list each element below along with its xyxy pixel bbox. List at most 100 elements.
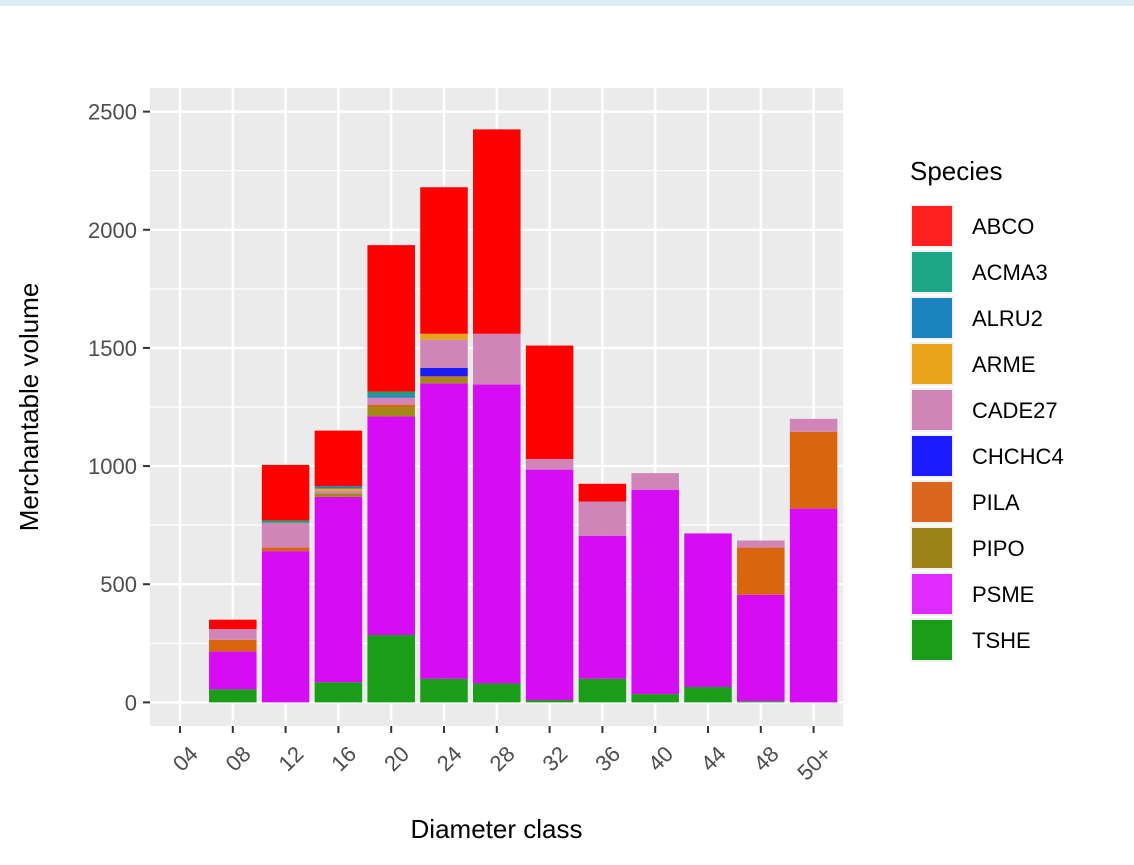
bar-segment-tshe-16 — [314, 682, 363, 703]
bar-segment-pipo-20 — [367, 407, 415, 417]
bar-segment-cade27-24 — [420, 339, 468, 369]
x-tick-label: 04 — [168, 741, 203, 776]
y-tick-label: 2000 — [88, 218, 137, 243]
bar-segment-alru2-16 — [314, 486, 363, 489]
bar-segment-cade27-50plus — [789, 418, 838, 432]
x-tick-label: 40 — [643, 741, 678, 776]
bar-segment-tshe-48 — [737, 701, 785, 703]
legend-swatch-arme — [912, 344, 952, 384]
y-tick-label: 1500 — [88, 336, 137, 361]
legend-swatch-acma3 — [912, 252, 952, 292]
bar-segment-tshe-32 — [525, 700, 574, 703]
x-tick-label: 48 — [749, 741, 784, 776]
bar-segment-psme-12 — [261, 551, 310, 703]
bar-segment-tshe-44 — [684, 687, 732, 703]
bar-segment-psme-40 — [631, 489, 679, 695]
legend-swatch-pipo — [912, 528, 952, 568]
bar-segment-psme-36 — [578, 535, 627, 679]
bar-segment-pila-20 — [367, 404, 415, 407]
bar-segment-psme-50plus — [789, 508, 838, 703]
x-tick-label: 44 — [696, 741, 731, 776]
y-tick-label: 0 — [125, 690, 137, 715]
legend-label-chchc4: CHCHC4 — [972, 444, 1064, 469]
legend-label-tshe: TSHE — [972, 628, 1031, 653]
bar-segment-abco-24 — [420, 187, 468, 334]
bar-segment-tshe-28 — [473, 683, 521, 703]
bar-segment-cade27-32 — [525, 458, 574, 470]
x-tick-label: 12 — [273, 741, 308, 776]
bar-segment-acma3-12 — [261, 520, 310, 523]
legend-swatch-abco — [912, 206, 952, 246]
bar-segment-psme-16 — [314, 496, 363, 683]
bar-segment-cade27-40 — [631, 473, 679, 490]
y-tick-label: 1000 — [88, 454, 137, 479]
bar-segment-psme-48 — [737, 594, 785, 702]
legend-swatch-alru2 — [912, 298, 952, 338]
legend-swatch-tshe — [912, 620, 952, 660]
legend-swatch-psme — [912, 574, 952, 614]
bar-segment-alru2-20 — [367, 395, 415, 398]
bar-segment-abco-16 — [314, 430, 363, 487]
bar-segment-cade27-20 — [367, 397, 415, 405]
bar-segment-psme-20 — [367, 416, 415, 636]
x-tick-label: 50+ — [792, 741, 836, 785]
bar-segment-cade27-36 — [578, 501, 627, 536]
x-tick-label: 32 — [537, 741, 572, 776]
x-tick-label: 24 — [432, 741, 467, 776]
bar-segment-tshe-36 — [578, 678, 627, 703]
legend-label-arme: ARME — [972, 352, 1036, 377]
bar-segment-tshe-08 — [209, 689, 257, 703]
bar-segment-pipo-16 — [314, 493, 363, 497]
bar-segment-psme-32 — [525, 469, 574, 701]
x-tick-label: 08 — [221, 741, 256, 776]
x-tick-label: 20 — [379, 741, 414, 776]
legend-swatch-chchc4 — [912, 436, 952, 476]
bar-segment-pila-50plus — [789, 431, 838, 509]
legend-label-cade27: CADE27 — [972, 398, 1058, 423]
bar-segment-abco-08 — [209, 619, 257, 630]
legend-swatch-pila — [912, 482, 952, 522]
bar-segment-psme-28 — [473, 384, 521, 684]
bar-segment-abco-28 — [473, 129, 521, 334]
legend-title: Species — [910, 156, 1003, 186]
bar-segment-tshe-20 — [367, 635, 415, 703]
bar-segment-cade27-12 — [261, 522, 310, 548]
bar-segment-psme-44 — [684, 533, 732, 688]
x-tick-label: 36 — [590, 741, 625, 776]
bar-segment-arme-24 — [420, 333, 468, 340]
legend-label-acma3: ACMA3 — [972, 260, 1048, 285]
x-tick-label: 28 — [485, 741, 520, 776]
bar-segment-pila-24 — [420, 376, 468, 378]
y-tick-label: 500 — [100, 572, 137, 597]
y-tick-label: 2500 — [88, 100, 137, 125]
bar-segment-cade27-16 — [314, 490, 363, 494]
bar-segment-chchc4-24 — [420, 368, 468, 377]
legend-label-pipo: PIPO — [972, 536, 1025, 561]
bar-segment-pila-48 — [737, 547, 785, 595]
x-axis: 04 08 12 16 20 24 28 32 36 40 44 48 50+ — [168, 726, 836, 785]
bars — [209, 129, 838, 703]
y-axis: 0 500 1000 1500 2000 2500 — [88, 100, 150, 715]
legend-swatch-cade27 — [912, 390, 952, 430]
bar-segment-psme-08 — [209, 651, 257, 690]
x-axis-title: Diameter class — [411, 814, 583, 844]
bar-segment-abco-12 — [261, 464, 310, 521]
bar-segment-abco-36 — [578, 483, 627, 502]
bar-segment-abco-20 — [367, 245, 415, 392]
bar-segment-psme-24 — [420, 383, 468, 679]
bar-segment-acma3-20 — [367, 391, 415, 396]
bar-segment-tshe-40 — [631, 694, 679, 703]
window-top-strip — [0, 0, 1134, 6]
x-tick-label: 16 — [326, 741, 361, 776]
bar-segment-tshe-24 — [420, 678, 468, 703]
bar-segment-cade27-28 — [473, 333, 521, 385]
legend: Species ABCO ACMA3 ALRU2 ARME CADE27 CHCHC4 PI… — [910, 156, 1064, 662]
bar-segment-cade27-48 — [737, 540, 785, 548]
bar-segment-abco-32 — [525, 345, 574, 459]
bar-segment-pila-12 — [261, 547, 310, 552]
legend-label-psme: PSME — [972, 582, 1034, 607]
bar-segment-cade27-08 — [209, 629, 257, 640]
y-axis-title: Merchantable volume — [14, 283, 44, 532]
bar-segment-arme-16 — [314, 488, 363, 491]
